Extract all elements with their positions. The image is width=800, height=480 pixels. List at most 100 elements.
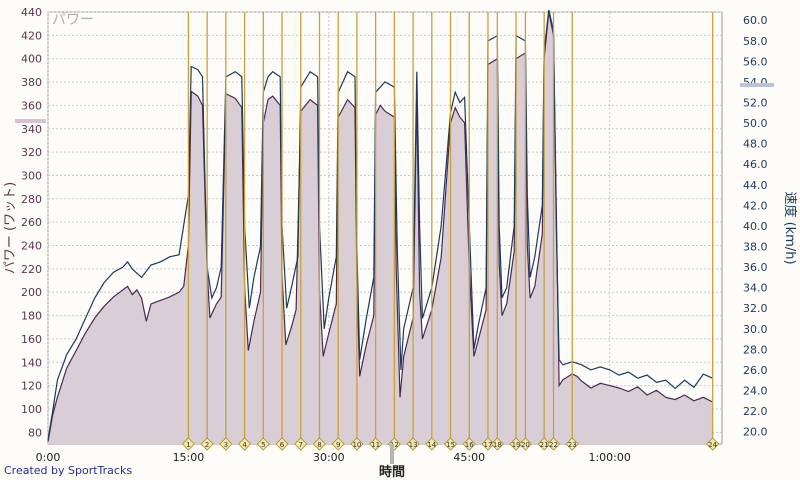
right-axis-tick-label: 44.0: [743, 179, 768, 192]
left-axis-tick-label: 340: [21, 123, 42, 136]
lap-marker-diamond: [537, 437, 551, 451]
lap-marker-diamond: [406, 437, 420, 451]
left-axis-tick-label: 360: [21, 99, 42, 112]
right-axis-tick-label: 48.0: [743, 138, 768, 151]
lap-marker-label: 10: [352, 441, 361, 449]
lap-marker-diamond: [350, 437, 364, 451]
left-axis-tick-label: 80: [28, 426, 42, 439]
right-axis-tick-label: 40.0: [743, 220, 768, 233]
lap-marker-diamond: [706, 437, 720, 451]
right-axis-tick-label: 52.0: [743, 97, 768, 110]
credit-label[interactable]: Created by SportTracks: [4, 464, 133, 477]
right-axis-tick-label: 60.0: [743, 14, 768, 27]
right-axis-tick-label: 34.0: [743, 282, 768, 295]
left-axis-tick-label: 320: [21, 146, 42, 159]
left-axis-tick-label: 160: [21, 333, 42, 346]
x-axis-tick-label: 0:00: [36, 451, 61, 464]
right-axis-slider-handle[interactable]: [740, 83, 774, 87]
right-axis-tick-label: 36.0: [743, 261, 768, 274]
lap-marker-diamond: [256, 437, 270, 451]
lap-marker-diamond: [294, 437, 308, 451]
left-axis-slider-handle[interactable]: [15, 119, 46, 123]
left-axis-tick-label: 300: [21, 169, 42, 182]
lap-marker-label: 15: [446, 441, 455, 449]
x-axis-label: 時間: [379, 464, 405, 480]
y-axis-right-label: 速度 (km/h): [782, 191, 798, 264]
lap-marker-diamond: [565, 437, 579, 451]
lap-marker-diamond: [425, 437, 439, 451]
lap-marker-diamond: [275, 437, 289, 451]
right-axis-tick-label: 38.0: [743, 241, 768, 254]
lap-marker-diamond: [200, 437, 214, 451]
lap-marker-diamond: [238, 437, 252, 451]
left-axis-tick-label: 100: [21, 403, 42, 416]
right-axis-tick-label: 24.0: [743, 385, 768, 398]
right-axis-tick-label: 46.0: [743, 158, 768, 171]
left-axis-tick-label: 180: [21, 310, 42, 323]
left-axis-tick-label: 420: [21, 29, 42, 42]
lap-marker-diamond: [481, 437, 495, 451]
lap-marker-diamond: [443, 437, 458, 451]
lap-marker-label: 4: [242, 441, 247, 449]
right-axis-tick-label: 28.0: [743, 343, 768, 356]
lap-marker-label: 17: [484, 441, 493, 449]
lap-marker-diamond: [546, 437, 561, 451]
lap-marker-label: 22: [549, 441, 558, 449]
left-axis-tick-label: 380: [21, 76, 42, 89]
right-axis-tick-label: 56.0: [743, 55, 768, 68]
lap-marker-label: 19: [512, 441, 521, 449]
right-axis: 20.0 22.0 24.0 26.0 28.0 30.0 32.0 34.0 36.0 38.0…: [743, 14, 768, 438]
right-axis-tick-label: 32.0: [743, 302, 768, 315]
lap-marker-label: 5: [261, 441, 265, 449]
lap-marker-label: 3: [224, 441, 228, 449]
lap-marker-label: 1: [186, 441, 190, 449]
power-area-fill: [48, 12, 713, 444]
right-axis-tick-label: 22.0: [743, 405, 768, 418]
left-axis-tick-label: 200: [21, 286, 42, 299]
lap-markers: 1 2 3 4 5 6 7 8 9 10 11 12 13 14 15 16 17 18 19 20 21 22 23 24: [181, 12, 720, 451]
lap-marker-label: 11: [371, 441, 380, 449]
right-axis-tick-label: 20.0: [743, 426, 768, 439]
lap-marker-label: 20: [521, 441, 530, 449]
x-axis-tick-label: 45:00: [453, 451, 485, 464]
right-axis-tick-label: 42.0: [743, 199, 768, 212]
x-axis-tick-label: 30:00: [313, 451, 345, 464]
right-axis-tick-label: 26.0: [743, 364, 768, 377]
y-axis-left-label: パワー (ワット): [3, 182, 18, 274]
left-axis: 80 100 120 140 160 180 200 220 240 260 280 300 320 34…: [21, 6, 42, 439]
left-axis-tick-label: 220: [21, 263, 42, 276]
lap-marker-label: 9: [336, 441, 340, 449]
lap-marker-label: 14: [427, 441, 436, 449]
left-axis-tick-label: 120: [21, 380, 42, 393]
lap-marker-diamond: [181, 437, 195, 451]
right-axis-tick-label: 58.0: [743, 35, 768, 48]
lap-marker-label: 23: [568, 441, 577, 449]
lap-marker-diamond: [369, 437, 383, 451]
lap-marker-label: 2: [205, 441, 209, 449]
x-axis-slider-handle[interactable]: [390, 444, 394, 464]
x-axis-tick-label: 1:00:00: [588, 451, 630, 464]
lap-marker-label: 6: [280, 441, 285, 449]
right-axis-tick-label: 30.0: [743, 323, 768, 336]
lap-marker-label: 8: [317, 441, 321, 449]
lap-marker-diamond: [462, 437, 476, 451]
lap-marker-diamond: [490, 437, 504, 451]
lap-marker-label: 18: [493, 441, 502, 449]
lap-marker-diamond: [509, 437, 523, 451]
right-axis-tick-label: 50.0: [743, 117, 768, 130]
left-axis-tick-label: 240: [21, 240, 42, 253]
lap-marker-label: 24: [708, 441, 717, 449]
x-axis: 0:00 15:00 30:00 45:00 1:00:00: [36, 451, 631, 464]
left-axis-tick-label: 280: [21, 193, 42, 206]
lap-marker-diamond: [387, 437, 401, 451]
left-axis-tick-label: 140: [21, 356, 42, 369]
lap-marker-diamond: [312, 437, 327, 451]
lap-marker-label: 21: [540, 441, 549, 449]
lap-marker-diamond: [219, 437, 233, 451]
left-axis-tick-label: 260: [21, 216, 42, 229]
lap-marker-diamond: [518, 437, 532, 451]
left-axis-tick-label: 440: [21, 6, 42, 19]
lap-marker-label: 7: [299, 441, 303, 449]
